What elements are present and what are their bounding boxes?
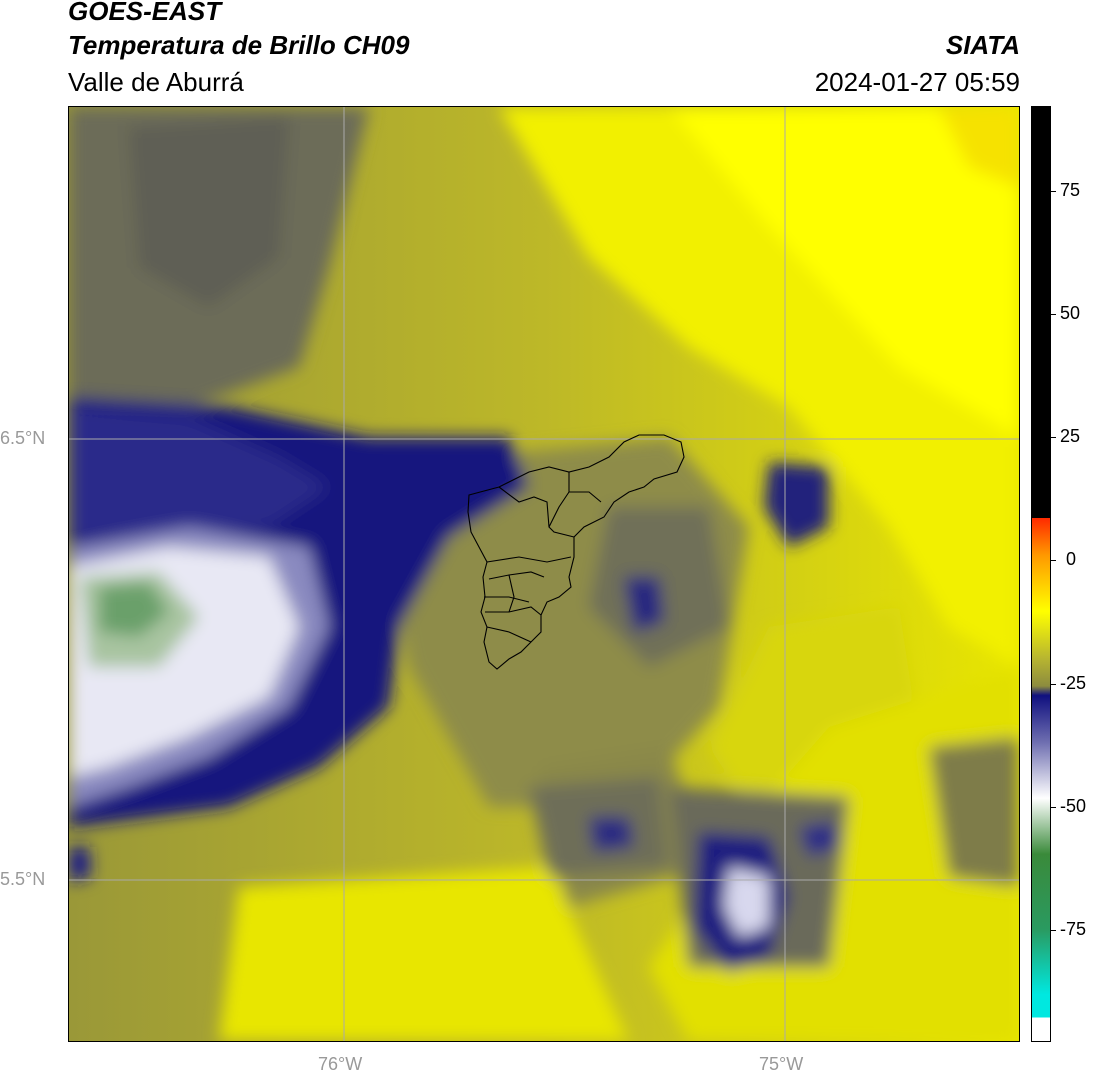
lat-label-6-5: 6.5°N <box>0 428 46 448</box>
lon-label-76: 76°W <box>318 1054 363 1074</box>
colorbar-tick <box>1051 314 1056 315</box>
lat-label-5-5: 5.5°N <box>0 869 46 889</box>
colorbar-label-neg25: -25 <box>1060 673 1087 693</box>
colorbar-label-25: 25 <box>1060 426 1081 446</box>
subtitle: Valle de Aburrá <box>68 67 244 97</box>
colorbar-tick <box>1051 684 1056 685</box>
colorbar-label-neg75: -75 <box>1060 919 1087 939</box>
organization-label: SIATA <box>945 30 1020 60</box>
satellite-map[interactable] <box>68 106 1020 1042</box>
colorbar-label-75: 75 <box>1060 180 1081 200</box>
temperature-field <box>69 107 1019 1041</box>
datetime-label: 2024-01-27 05:59 <box>814 67 1020 97</box>
colorbar-tick <box>1051 807 1056 808</box>
colorbar-label-0: 0 <box>1066 549 1077 569</box>
colorbar-tick <box>1051 560 1056 561</box>
colorbar-label-neg50: -50 <box>1060 796 1087 816</box>
colorbar-tick <box>1051 191 1056 192</box>
gridlines <box>69 107 1019 1041</box>
title-line-1: GOES-EAST <box>68 0 222 26</box>
map-canvas <box>69 107 1019 1041</box>
lon-label-75: 75°W <box>759 1054 804 1074</box>
colorbar <box>1031 106 1051 1042</box>
colorbar-label-50: 50 <box>1060 303 1081 323</box>
colorbar-tick <box>1051 437 1056 438</box>
colorbar-tick <box>1051 930 1056 931</box>
municipal-boundaries <box>467 434 685 670</box>
title-line-2: Temperatura de Brillo CH09 <box>68 30 410 60</box>
